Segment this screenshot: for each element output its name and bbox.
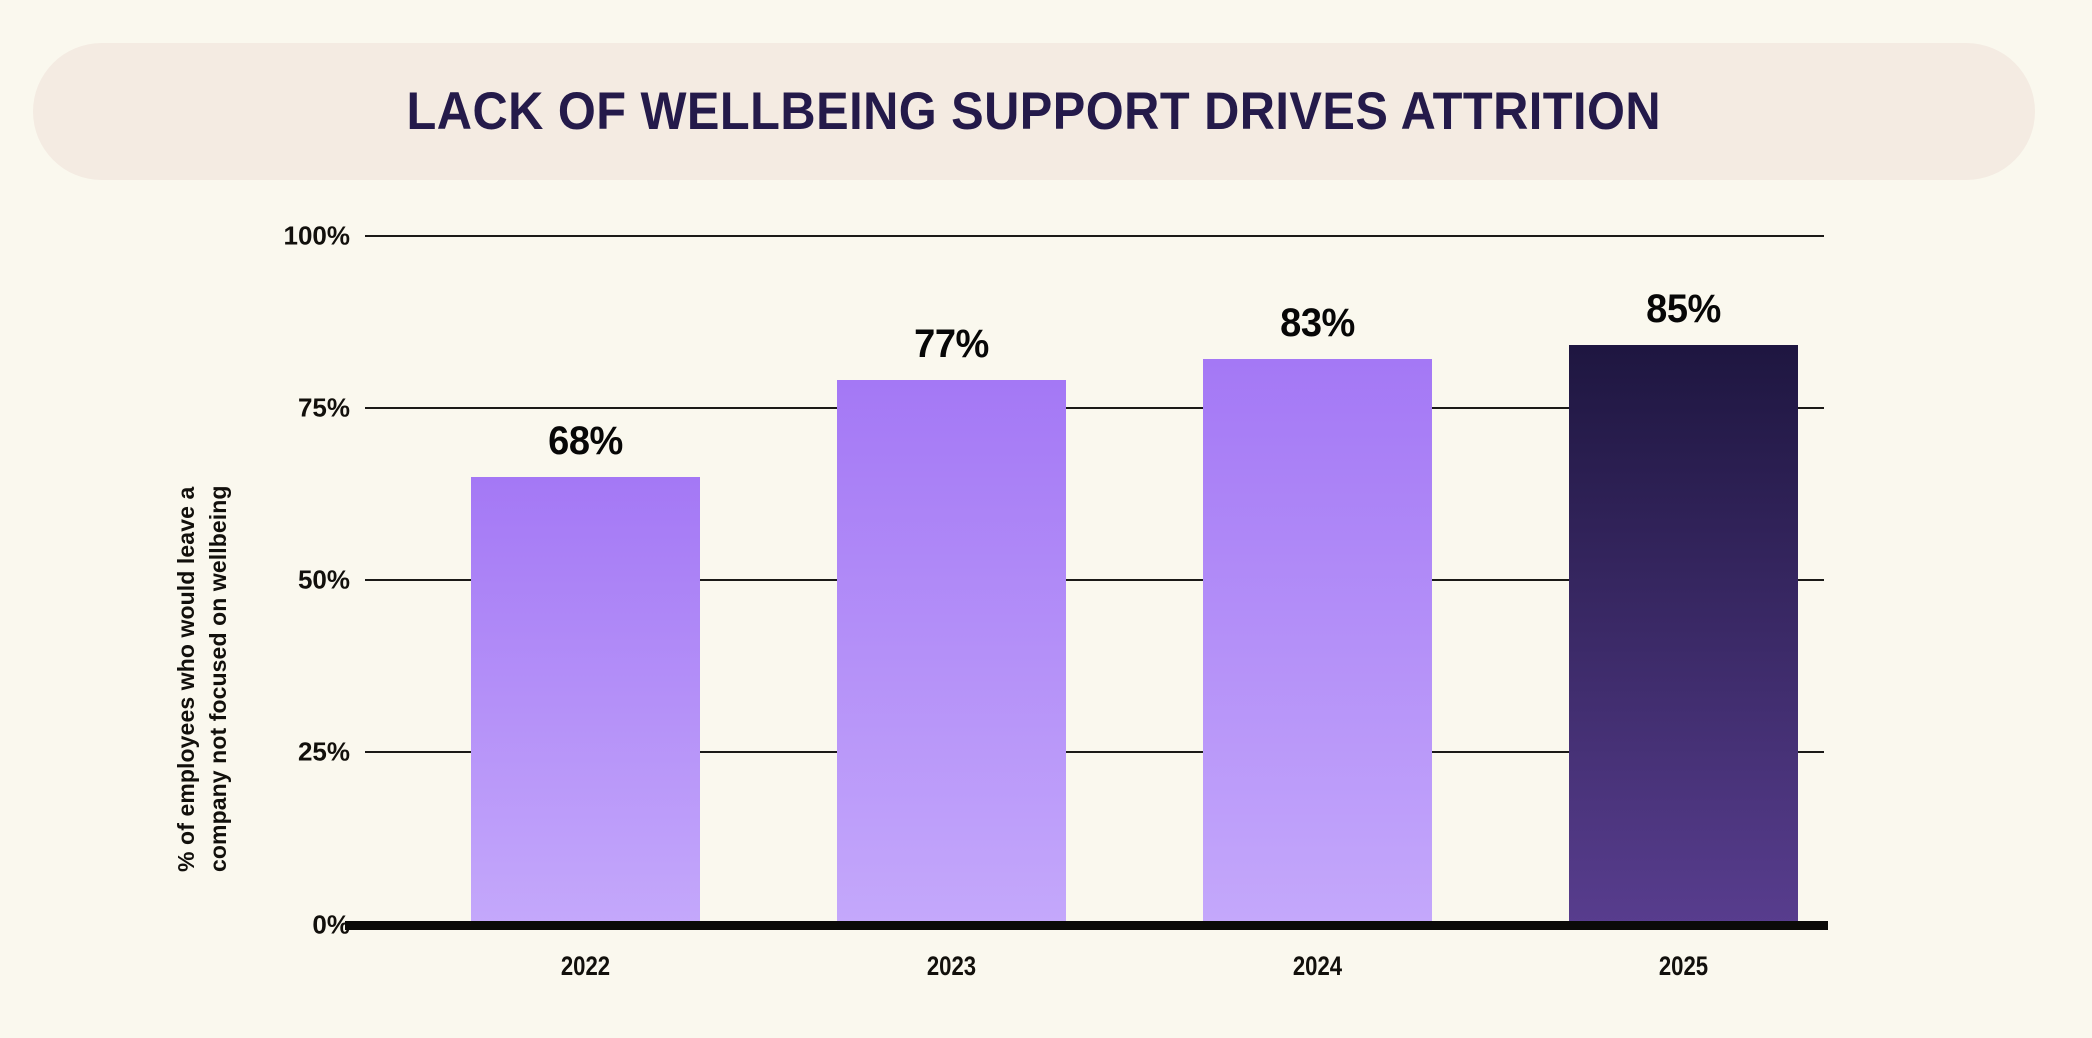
title-banner: LACK OF WELLBEING SUPPORT DRIVES ATTRITI… [33, 43, 2035, 180]
y-tick-label-50: 50% [297, 564, 350, 595]
bar-2025[interactable]: 85% [1569, 287, 1798, 925]
x-tick-label-2025: 2025 [1658, 951, 1709, 981]
gridline-100 [365, 235, 1824, 237]
page-title: LACK OF WELLBEING SUPPORT DRIVES ATTRITI… [406, 82, 1662, 141]
bar-value-label-2025: 85% [1646, 287, 1721, 332]
bar-value-label-2024: 83% [1280, 301, 1355, 346]
y-tick-label-0: 0% [312, 909, 350, 940]
gridline-75 [365, 407, 1824, 409]
y-tick-label-25: 25% [297, 736, 350, 767]
gridline-25 [365, 751, 1824, 753]
y-tick-label-100: 100% [283, 220, 351, 251]
bar-2024[interactable]: 83% [1203, 301, 1432, 925]
bar-value-label-2023: 77% [914, 321, 989, 366]
x-axis-line [345, 921, 1828, 930]
x-tick-label-2024: 2024 [1292, 951, 1343, 981]
y-tick-label-75: 75% [297, 392, 350, 423]
bar-2022[interactable]: 68% [471, 419, 700, 925]
x-tick-label-2023: 2023 [926, 951, 977, 981]
x-tick-label-2022: 2022 [560, 951, 611, 981]
bar-2023[interactable]: 77% [837, 322, 1066, 925]
gridline-50 [365, 579, 1824, 581]
bar-value-label-2022: 68% [548, 418, 623, 463]
